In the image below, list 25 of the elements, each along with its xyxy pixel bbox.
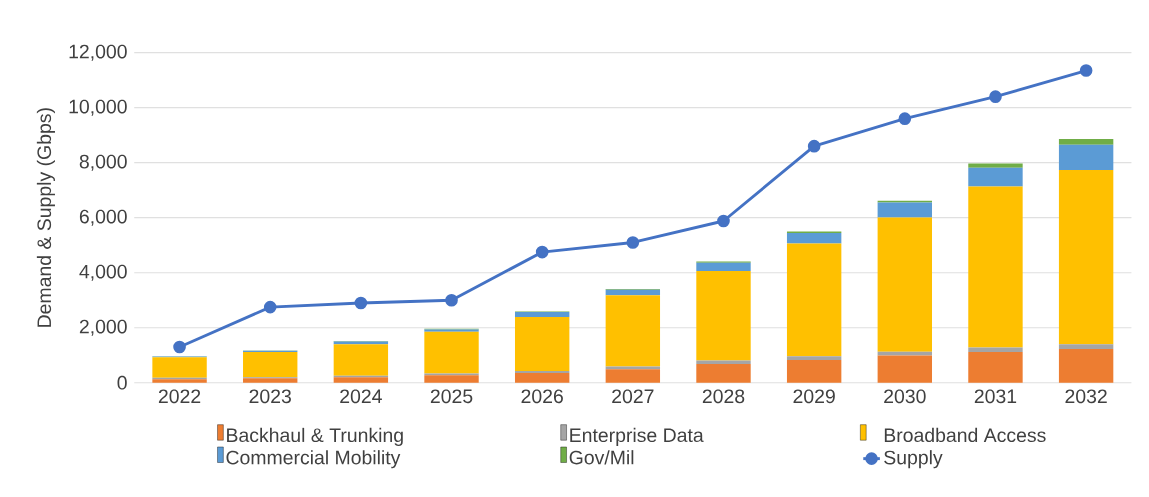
x-tick-label: 2022 [158,389,201,404]
x-tick-label: 2029 [793,389,835,404]
legend-label: Commercial Mobility [226,450,401,469]
y-tick-label: 8,000 [79,154,127,171]
y-tick-label: 0 [117,376,127,390]
legend-label: Enterprise Data [570,428,704,447]
y-axis-title: Demand & Supply (Gbps) [36,108,55,328]
x-tick-label: 2032 [1065,389,1107,404]
x-tick-label: 2026 [521,389,563,404]
x-tick-label: 2025 [430,389,473,404]
x-tick-label: 2027 [612,389,654,404]
legend-label: Gov/Mil [569,450,634,465]
y-tick-label: 2,000 [79,319,127,336]
x-tick-label: 2028 [702,389,745,404]
legend-label: Backhaul & Trunking [227,428,403,447]
x-tick-label: 2031 [974,389,1017,404]
x-tick-label: 2030 [884,389,926,404]
legend-label: Broadband Access [884,428,1046,443]
x-tick-label: 2023 [249,389,291,404]
y-tick-label: 10,000 [69,99,127,116]
y-tick-label: 12,000 [69,44,127,61]
y-tick-label: 4,000 [79,264,127,281]
y-tick-label: 6,000 [79,209,127,226]
legend-label: Supply [884,450,943,469]
x-tick-label: 2024 [340,389,382,404]
